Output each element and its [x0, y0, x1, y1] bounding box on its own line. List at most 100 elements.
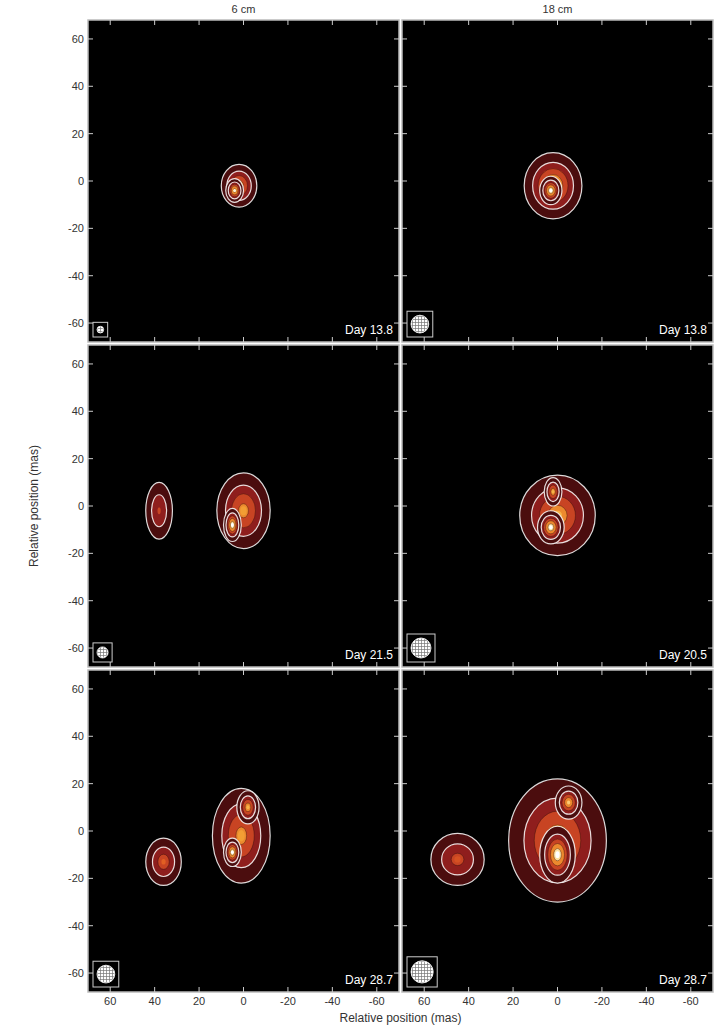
x-tick	[332, 987, 333, 992]
y-tick	[708, 411, 713, 412]
peak	[549, 525, 552, 529]
x-tick	[332, 20, 333, 25]
peak	[555, 851, 559, 858]
x-tick-label: 40	[463, 995, 475, 1007]
x-tick	[424, 670, 425, 675]
marks	[520, 475, 596, 556]
y-tick	[708, 783, 713, 784]
x-tick	[690, 987, 691, 992]
contour-level	[146, 838, 182, 885]
y-tick	[402, 553, 407, 554]
y-tick	[708, 973, 713, 974]
x-tick	[243, 345, 244, 350]
component	[555, 786, 582, 819]
y-tick	[394, 86, 399, 87]
y-tick-label: 0	[78, 175, 84, 187]
x-tick	[601, 662, 602, 667]
x-tick	[513, 345, 514, 350]
x-tick	[468, 20, 469, 25]
y-tick	[394, 783, 399, 784]
marks	[221, 164, 257, 207]
y-tick	[402, 133, 407, 134]
beam	[97, 326, 104, 333]
beam-box	[407, 311, 433, 337]
beam-box	[407, 957, 437, 987]
contour-level	[152, 847, 174, 876]
contour-level	[551, 843, 565, 865]
panel-bg	[402, 20, 713, 342]
y-tick	[394, 275, 399, 276]
marks	[431, 779, 606, 902]
contour-level	[221, 164, 257, 207]
x-tick	[557, 345, 558, 350]
panel-bg	[402, 345, 713, 667]
contour-level	[230, 184, 239, 197]
x-tick	[154, 987, 155, 992]
x-tick	[376, 987, 377, 992]
y-tick	[394, 506, 399, 507]
contour-level	[431, 833, 484, 885]
y-tick	[708, 275, 713, 276]
x-tick	[557, 987, 558, 992]
contour-level	[545, 183, 557, 199]
y-tick	[394, 411, 399, 412]
panel-bg	[402, 670, 713, 992]
y-tick	[88, 458, 93, 459]
y-tick-label: 60	[72, 358, 84, 370]
y-tick	[708, 648, 713, 649]
component	[431, 833, 484, 885]
x-tick-label: 20	[507, 995, 519, 1007]
x-tick	[199, 670, 200, 675]
contour-level	[243, 799, 254, 815]
x-tick	[376, 662, 377, 667]
y-tick	[394, 133, 399, 134]
column-title: 18 cm	[543, 3, 573, 15]
y-tick	[88, 600, 93, 601]
contour-level	[559, 791, 578, 814]
component	[540, 176, 562, 204]
y-tick	[88, 38, 93, 39]
contour-level	[548, 187, 553, 193]
contour-level	[547, 482, 559, 502]
y-tick	[402, 411, 407, 412]
component	[226, 179, 244, 203]
peak	[233, 189, 236, 192]
contour-level	[245, 803, 251, 811]
x-tick-label: 20	[193, 995, 205, 1007]
x-tick	[513, 662, 514, 667]
contour-level	[442, 844, 474, 875]
panel-frame	[88, 20, 399, 342]
contour-level	[233, 189, 236, 193]
x-tick	[243, 662, 244, 667]
x-tick	[243, 337, 244, 342]
panel: Day 28.7	[88, 670, 399, 992]
panel: Day 13.8	[88, 20, 399, 342]
component	[524, 153, 582, 219]
y-tick-label: -20	[68, 547, 84, 559]
x-tick	[646, 987, 647, 992]
x-tick	[424, 337, 425, 342]
peak	[552, 490, 555, 493]
y-tick-label: -20	[68, 222, 84, 234]
y-tick	[402, 363, 407, 364]
contour-level	[226, 513, 239, 537]
panel-bg	[88, 670, 399, 992]
y-tick-label: 40	[72, 80, 84, 92]
y-tick	[394, 973, 399, 974]
x-tick	[513, 987, 514, 992]
peak	[240, 506, 246, 515]
y-tick	[394, 600, 399, 601]
y-tick	[88, 736, 93, 737]
x-tick	[154, 670, 155, 675]
day-label: Day 21.5	[345, 648, 393, 662]
y-tick	[88, 506, 93, 507]
contour-level	[230, 521, 234, 528]
x-tick	[154, 662, 155, 667]
peak	[161, 859, 165, 865]
contour-level	[520, 475, 596, 556]
x-tick	[287, 662, 288, 667]
panel-frame	[88, 345, 399, 667]
x-tick-label: -40	[324, 995, 340, 1007]
y-tick	[394, 688, 399, 689]
contour-level	[551, 488, 556, 495]
